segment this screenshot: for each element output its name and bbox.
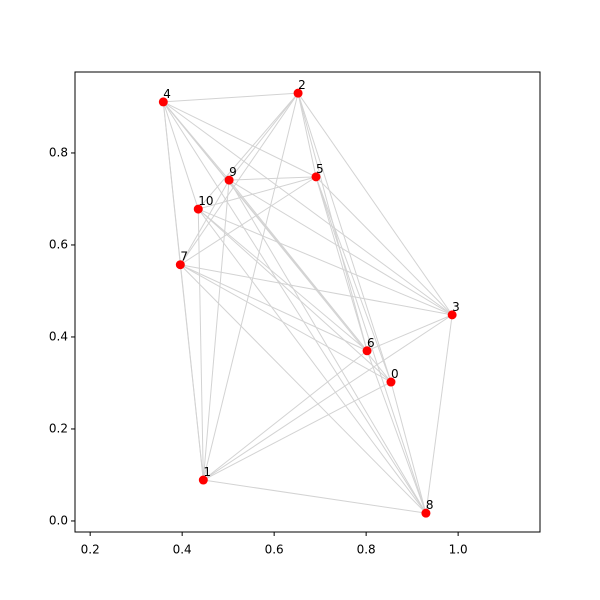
- edge: [163, 101, 317, 178]
- edge: [297, 93, 317, 177]
- edge: [180, 264, 453, 316]
- edge: [366, 314, 453, 352]
- edge: [179, 264, 427, 514]
- y-tick-label: 0.0: [49, 513, 68, 527]
- edge: [180, 264, 368, 352]
- edge: [197, 208, 392, 383]
- edge: [203, 479, 427, 514]
- node: [447, 310, 457, 320]
- edge: [179, 179, 230, 265]
- node-label: 3: [452, 300, 460, 314]
- node: [224, 175, 234, 185]
- edge: [229, 176, 317, 181]
- edge: [425, 314, 453, 514]
- node: [158, 97, 168, 107]
- node: [311, 172, 321, 182]
- edge: [203, 350, 368, 481]
- edge: [162, 101, 230, 181]
- edge: [297, 92, 453, 316]
- edge: [198, 208, 453, 316]
- edge: [366, 350, 427, 514]
- node-label: 7: [180, 250, 188, 264]
- edge: [315, 176, 453, 316]
- edge: [198, 176, 317, 210]
- node: [193, 204, 203, 214]
- edge: [228, 92, 299, 181]
- node-label: 2: [298, 78, 306, 92]
- edge: [297, 93, 392, 383]
- edge: [197, 208, 368, 352]
- y-tick-label: 0.6: [49, 237, 68, 251]
- edge: [202, 93, 299, 481]
- node-label: 6: [367, 336, 375, 350]
- x-tick-label: 0.8: [357, 543, 376, 557]
- edge: [180, 264, 392, 383]
- edge: [179, 92, 299, 266]
- edge: [203, 314, 453, 481]
- edge: [315, 176, 392, 383]
- edge: [197, 209, 204, 481]
- edge: [228, 179, 453, 316]
- edge: [163, 92, 299, 103]
- edge: [315, 176, 427, 514]
- node-label: 0: [391, 367, 399, 381]
- edge: [202, 180, 230, 481]
- x-tick-label: 0.4: [173, 543, 192, 557]
- plot-frame: [74, 71, 541, 533]
- edge: [162, 101, 199, 210]
- edge: [197, 92, 299, 210]
- edge: [197, 208, 427, 514]
- y-tick-label: 0.8: [49, 145, 68, 159]
- node: [421, 508, 431, 518]
- node-label: 10: [198, 194, 213, 208]
- node: [198, 475, 208, 485]
- edge: [162, 101, 427, 514]
- edge: [390, 381, 427, 514]
- node: [175, 260, 185, 270]
- node-label: 1: [203, 465, 211, 479]
- node-label: 9: [229, 165, 237, 179]
- node-label: 5: [316, 162, 324, 176]
- node: [386, 377, 396, 387]
- edge: [203, 381, 392, 481]
- edge: [162, 101, 181, 265]
- edge: [228, 179, 368, 352]
- y-tick-label: 0.4: [49, 329, 68, 343]
- x-tick-label: 0.2: [81, 543, 100, 557]
- node: [362, 346, 372, 356]
- x-tick-label: 1.0: [449, 543, 468, 557]
- node: [293, 88, 303, 98]
- node-label: 4: [163, 87, 171, 101]
- edge: [180, 176, 317, 266]
- node-label: 8: [426, 498, 434, 512]
- edge: [163, 101, 453, 316]
- edge: [179, 264, 204, 481]
- x-tick-label: 0.6: [265, 543, 284, 557]
- y-tick-label: 0.2: [49, 421, 68, 435]
- edge: [315, 176, 368, 351]
